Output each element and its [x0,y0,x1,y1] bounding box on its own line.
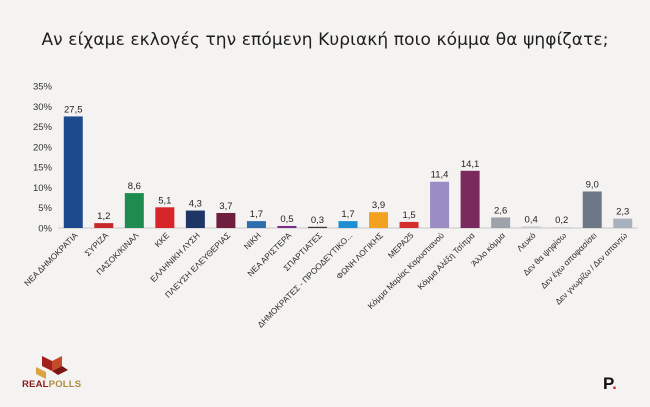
y-axis: 0% 5% 10% 15% 20% 25% 30% 35% [33,82,53,235]
bar [124,193,144,228]
data-label: 0,5 [280,214,293,225]
data-label: 4,3 [189,199,202,210]
data-label: 14,1 [461,159,480,170]
y-tick-label: 30% [33,102,53,113]
data-label: 0,4 [525,214,538,225]
bar [460,170,480,228]
x-tick-label: Κόμμα Αλέξη Τσίπρα [415,230,476,291]
y-tick-label: 25% [33,122,53,133]
bar [63,116,83,228]
bar [613,218,633,228]
logo-text-part2: POLLS [48,379,82,390]
data-label: 1,7 [250,209,263,220]
x-tick-label: ΣΥΡΙΖΑ [83,230,111,258]
data-label: 9,0 [586,179,599,190]
bar [521,226,541,228]
realpolls-logo-icon [36,356,68,379]
x-tick-label: Δεν έχω αποφασίσει [538,230,598,290]
realpolls-logo-text: REALPOLLS [22,379,81,390]
bar [430,181,450,228]
data-label: 11,4 [431,170,449,181]
bar [94,223,114,228]
x-tick-label: Λευκό [515,230,538,253]
data-label: 0,2 [555,215,568,226]
bar [399,221,419,228]
data-label: 1,2 [97,211,110,222]
bar [491,217,511,228]
bar [338,221,358,228]
bar [307,226,327,228]
brand-mark-letter: P [603,374,613,393]
bars [63,116,633,228]
y-tick-label: 0% [38,224,52,235]
data-label: 5,1 [158,195,171,206]
brand-mark-dot: . [612,374,617,393]
x-tick-label: ΚΚΕ [152,230,171,249]
data-label: 8,6 [128,181,141,192]
x-tick-label: ΝΙΚΗ [242,230,263,251]
bar [582,191,602,228]
x-tick-label: ΝΕΑ ΔΗΜΟΚΡΑΤΙΑ [22,230,80,288]
bar [246,221,266,228]
data-label: 1,5 [402,210,415,221]
bar [552,227,572,228]
y-tick-label: 5% [38,203,52,214]
logo-text-part1: REAL [22,379,49,390]
bar [277,225,297,228]
bar [185,210,205,228]
y-tick-label: 15% [33,163,53,174]
x-tick-label: ΜΕΡΑ25 [386,230,416,260]
y-tick-label: 20% [33,142,53,153]
value-labels: 27,5 1,2 8,6 5,1 4,3 3,7 1,7 0,5 0,3 1,7 3,9 1,5 11,… [64,104,629,226]
chart-title: Αν είχαμε εκλογές την επόμενη Κυριακή πο… [41,30,609,50]
bar [155,207,175,228]
data-label: 1,7 [341,209,354,220]
y-tick-label: 10% [33,183,53,194]
data-label: 0,3 [311,215,324,226]
bar [369,212,389,228]
data-label: 3,9 [372,200,385,211]
bar [216,212,236,228]
data-label: 3,7 [219,201,232,212]
brand-mark-icon: P. [603,374,617,394]
y-tick-label: 35% [33,82,53,93]
data-label: 27,5 [64,104,83,115]
data-label: 2,3 [616,207,629,218]
data-label: 2,6 [494,205,507,216]
